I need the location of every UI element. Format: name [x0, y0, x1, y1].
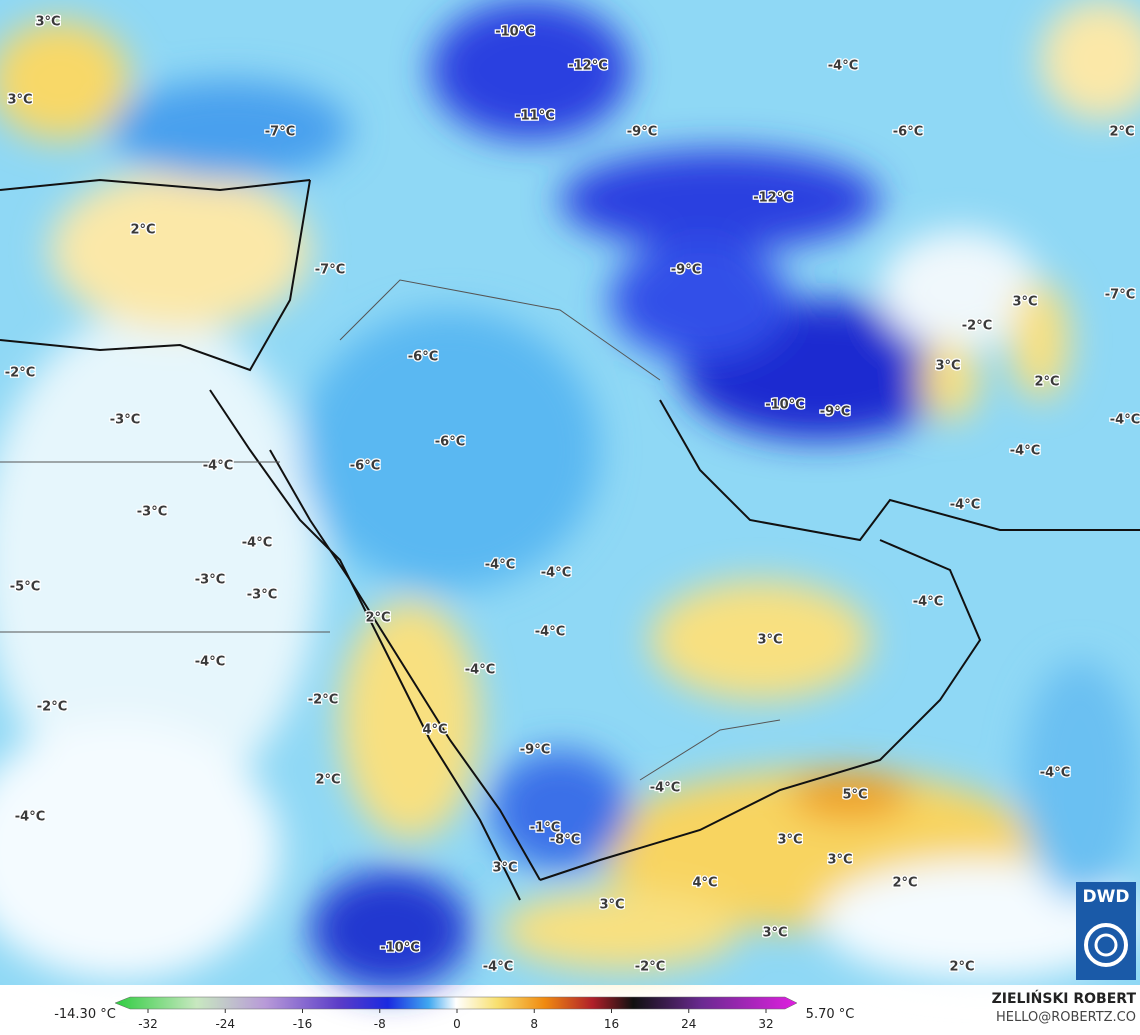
temp-label: -2°C — [5, 366, 35, 381]
temp-label: 2°C — [130, 223, 155, 238]
temp-label: 3°C — [1012, 295, 1037, 310]
temp-label: 3°C — [35, 15, 60, 30]
temp-label: 3°C — [935, 359, 960, 374]
temp-label: -4°C — [650, 781, 680, 796]
credit-email: HELLO@ROBERTZ.CO — [996, 1010, 1136, 1025]
temp-label: -4°C — [195, 655, 225, 670]
temp-label: -4°C — [203, 459, 233, 474]
colorbar-tick-label: 24 — [681, 1017, 696, 1031]
temp-label: -7°C — [1105, 288, 1135, 303]
temp-label: -2°C — [37, 700, 67, 715]
temp-label: -7°C — [315, 263, 345, 278]
temp-label: -9°C — [820, 405, 850, 420]
temp-label: -3°C — [247, 588, 277, 603]
temp-label: -6°C — [893, 125, 923, 140]
map-field — [0, 0, 1140, 990]
temp-label: -2°C — [962, 319, 992, 334]
temp-label: -1°C — [530, 821, 560, 836]
temp-label: 2°C — [1034, 375, 1059, 390]
colorbar-tick-label: -32 — [138, 1017, 158, 1031]
temp-label: -3°C — [195, 573, 225, 588]
temp-label: -4°C — [950, 498, 980, 513]
temp-label: 4°C — [692, 876, 717, 891]
colorbar: -32 -24 -16 -8 0 8 16 24 32 — [114, 996, 798, 1031]
temp-label: -4°C — [828, 59, 858, 74]
temp-label: -5°C — [10, 580, 40, 595]
temperature-labels: 3°C 3°C -10°C -12°C -4°C -11°C -7°C -9°C -6°C 2°C… — [4, 13, 1140, 976]
colorbar-tick-label: 16 — [604, 1017, 619, 1031]
temp-label: 2°C — [365, 611, 390, 626]
temp-label: -6°C — [408, 350, 438, 365]
temp-label: -6°C — [350, 459, 380, 474]
temp-label: 2°C — [892, 876, 917, 891]
temp-label: -8°C — [550, 833, 580, 848]
temp-label: -4°C — [535, 625, 565, 640]
min-label: -14.30 °C — [54, 1007, 116, 1022]
temp-label: 2°C — [315, 773, 340, 788]
temp-label: -6°C — [435, 435, 465, 450]
temp-label: 5°C — [842, 788, 867, 803]
temp-label: 2°C — [1109, 125, 1134, 140]
temp-label: 3°C — [492, 861, 517, 876]
temp-label: -4°C — [465, 663, 495, 678]
temp-label: 3°C — [7, 93, 32, 108]
temp-label: -4°C — [541, 566, 571, 581]
colorbar-tick-label: -24 — [215, 1017, 235, 1031]
temp-label: 3°C — [599, 898, 624, 913]
colorbar-ramp — [114, 996, 798, 1010]
temp-label: 4°C — [422, 723, 447, 738]
temp-label: -9°C — [627, 125, 657, 140]
colorbar-tick-label: 8 — [530, 1017, 538, 1031]
dwd-logo: DWD — [1076, 882, 1136, 980]
credit-author: ZIELIŃSKI ROBERT — [992, 989, 1137, 1007]
temp-label: 3°C — [757, 633, 782, 648]
colorbar-tick-label: 0 — [453, 1017, 461, 1031]
temp-label: -11°C — [515, 109, 555, 124]
temp-label: -10°C — [495, 25, 535, 40]
temp-label: 3°C — [827, 853, 852, 868]
colorbar-tick-label: -8 — [374, 1017, 386, 1031]
temp-label: -7°C — [265, 125, 295, 140]
temp-label: -10°C — [765, 398, 805, 413]
temp-label: -4°C — [15, 810, 45, 825]
temp-label: -3°C — [137, 505, 167, 520]
logo-text: DWD — [1083, 887, 1130, 907]
temp-label: -4°C — [1040, 766, 1070, 781]
temp-label: -2°C — [308, 693, 338, 708]
temp-label: -12°C — [568, 59, 608, 74]
colorbar-tick-label: 32 — [758, 1017, 773, 1031]
temp-label: -10°C — [380, 941, 420, 956]
temp-label: -4°C — [1110, 413, 1140, 428]
temp-label: -4°C — [242, 536, 272, 551]
temp-label: 3°C — [762, 926, 787, 941]
temp-label: 2°C — [949, 960, 974, 975]
temp-label: -12°C — [753, 191, 793, 206]
temp-label: -9°C — [520, 743, 550, 758]
temp-label: -4°C — [485, 558, 515, 573]
max-label: 5.70 °C — [806, 1007, 855, 1022]
colorbar-tick-label: -16 — [293, 1017, 313, 1031]
temp-label: -4°C — [913, 595, 943, 610]
temp-label: -9°C — [671, 263, 701, 278]
temp-label: -4°C — [483, 960, 513, 975]
temp-label: 3°C — [777, 833, 802, 848]
temp-label: -4°C — [1010, 444, 1040, 459]
temp-label: -3°C — [110, 413, 140, 428]
temp-label: -2°C — [635, 960, 665, 975]
